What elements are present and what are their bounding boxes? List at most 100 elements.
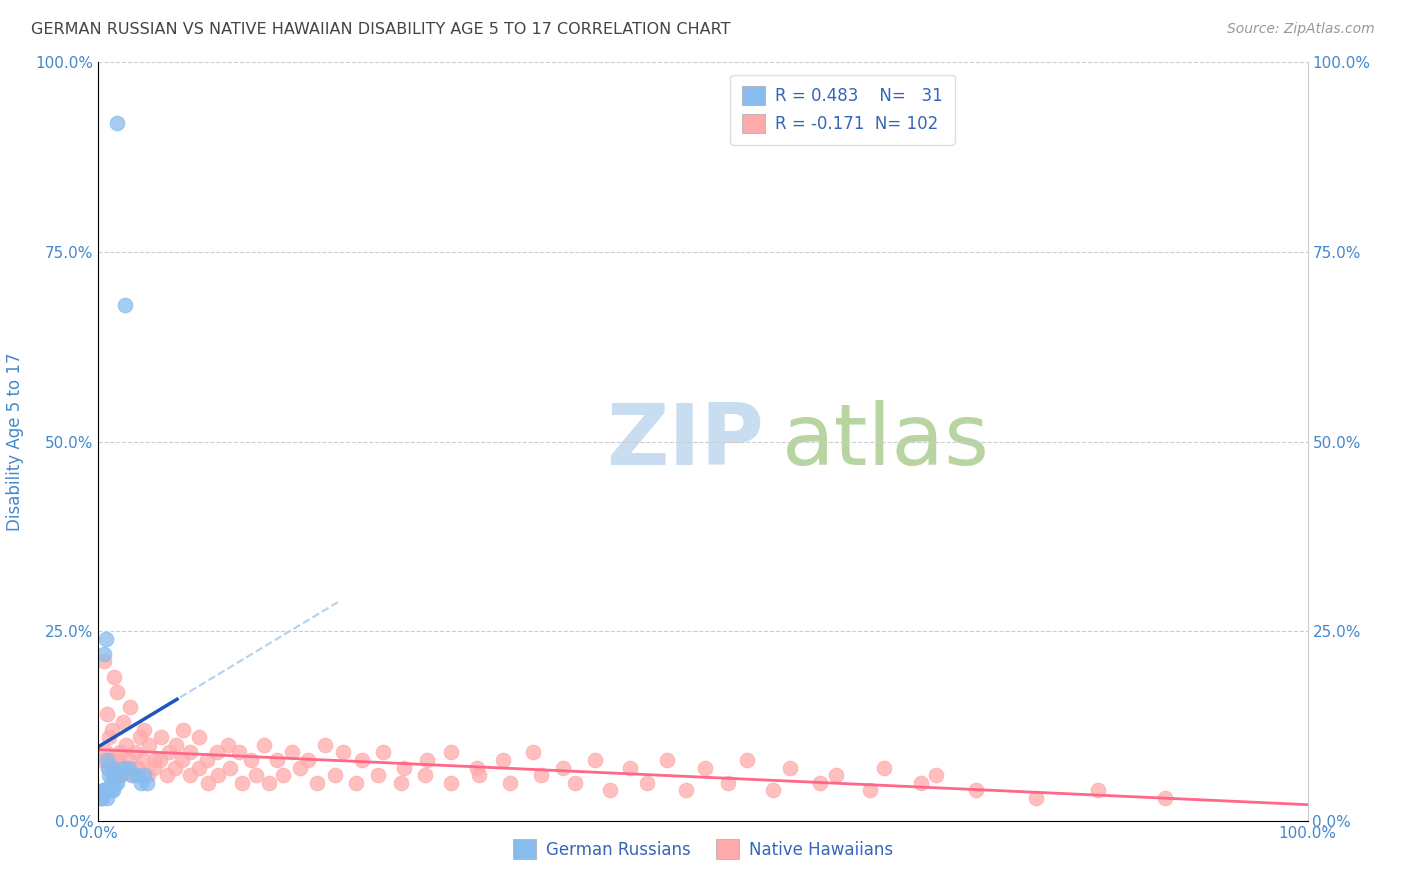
Point xyxy=(207,768,229,782)
Point xyxy=(307,776,329,790)
Point xyxy=(163,760,186,774)
Point xyxy=(91,753,114,767)
Point xyxy=(440,776,463,790)
Point xyxy=(619,760,641,774)
Point xyxy=(371,746,394,760)
Point xyxy=(93,783,115,797)
Point xyxy=(859,783,882,797)
Point xyxy=(110,768,132,782)
Point xyxy=(96,707,118,722)
Legend: German Russians, Native Hawaiians: German Russians, Native Hawaiians xyxy=(506,833,900,865)
Point xyxy=(90,791,112,805)
Point xyxy=(492,753,515,767)
Point xyxy=(124,746,146,760)
Point xyxy=(127,768,149,782)
Point xyxy=(118,753,141,767)
Point xyxy=(735,753,758,767)
Point xyxy=(94,783,117,797)
Point xyxy=(416,753,439,767)
Point xyxy=(290,760,312,774)
Point xyxy=(344,776,367,790)
Text: GERMAN RUSSIAN VS NATIVE HAWAIIAN DISABILITY AGE 5 TO 17 CORRELATION CHART: GERMAN RUSSIAN VS NATIVE HAWAIIAN DISABI… xyxy=(31,22,731,37)
Point xyxy=(128,730,150,744)
Point xyxy=(367,768,389,782)
Point xyxy=(170,753,193,767)
Point xyxy=(599,783,621,797)
Point xyxy=(100,723,122,737)
Point xyxy=(1087,783,1109,797)
Point xyxy=(136,768,159,782)
Point xyxy=(108,768,131,782)
Point xyxy=(873,760,896,774)
Point xyxy=(111,715,134,730)
Point xyxy=(1024,791,1046,805)
Point xyxy=(108,753,131,767)
Point xyxy=(217,738,239,752)
Point xyxy=(197,776,219,790)
Point xyxy=(135,776,157,790)
Point xyxy=(121,768,143,782)
Point xyxy=(205,746,228,760)
Point xyxy=(101,783,124,797)
Point xyxy=(103,669,125,683)
Point xyxy=(468,768,491,782)
Point xyxy=(808,776,831,790)
Point xyxy=(107,768,129,782)
Point xyxy=(925,768,948,782)
Point xyxy=(522,746,544,760)
Point xyxy=(717,776,740,790)
Point xyxy=(636,776,658,790)
Point xyxy=(551,760,574,774)
Point xyxy=(350,753,373,767)
Point xyxy=(165,738,187,752)
Point xyxy=(332,746,354,760)
Point xyxy=(389,776,412,790)
Point xyxy=(127,760,149,774)
Point xyxy=(266,753,288,767)
Point xyxy=(675,783,697,797)
Point xyxy=(96,753,118,767)
Point xyxy=(195,753,218,767)
Point xyxy=(583,753,606,767)
Text: ZIP: ZIP xyxy=(606,400,763,483)
Point xyxy=(105,116,128,130)
Point xyxy=(98,768,121,782)
Point xyxy=(100,776,122,790)
Point xyxy=(179,768,201,782)
Point xyxy=(105,685,128,699)
Point xyxy=(132,753,155,767)
Point xyxy=(97,760,120,774)
Point xyxy=(98,783,121,797)
Point xyxy=(239,753,262,767)
Point xyxy=(253,738,276,752)
Point xyxy=(257,776,280,790)
Point xyxy=(138,738,160,752)
Point xyxy=(965,783,987,797)
Point xyxy=(97,783,120,797)
Point xyxy=(440,746,463,760)
Point xyxy=(143,760,166,774)
Point xyxy=(111,760,134,774)
Point xyxy=(118,699,141,714)
Point xyxy=(273,768,295,782)
Point xyxy=(779,760,801,774)
Point xyxy=(108,746,131,760)
Text: atlas: atlas xyxy=(782,400,990,483)
Point xyxy=(115,738,138,752)
Point xyxy=(121,768,143,782)
Point xyxy=(1154,791,1177,805)
Point xyxy=(100,753,122,767)
Point xyxy=(910,776,932,790)
Point xyxy=(150,730,173,744)
Point xyxy=(219,760,242,774)
Point xyxy=(114,298,136,312)
Point xyxy=(94,746,117,760)
Point xyxy=(179,746,201,760)
Point xyxy=(314,738,336,752)
Point xyxy=(394,760,416,774)
Point xyxy=(105,776,128,790)
Point xyxy=(101,768,124,782)
Point xyxy=(93,647,115,661)
Point xyxy=(91,783,114,797)
Point xyxy=(530,768,553,782)
